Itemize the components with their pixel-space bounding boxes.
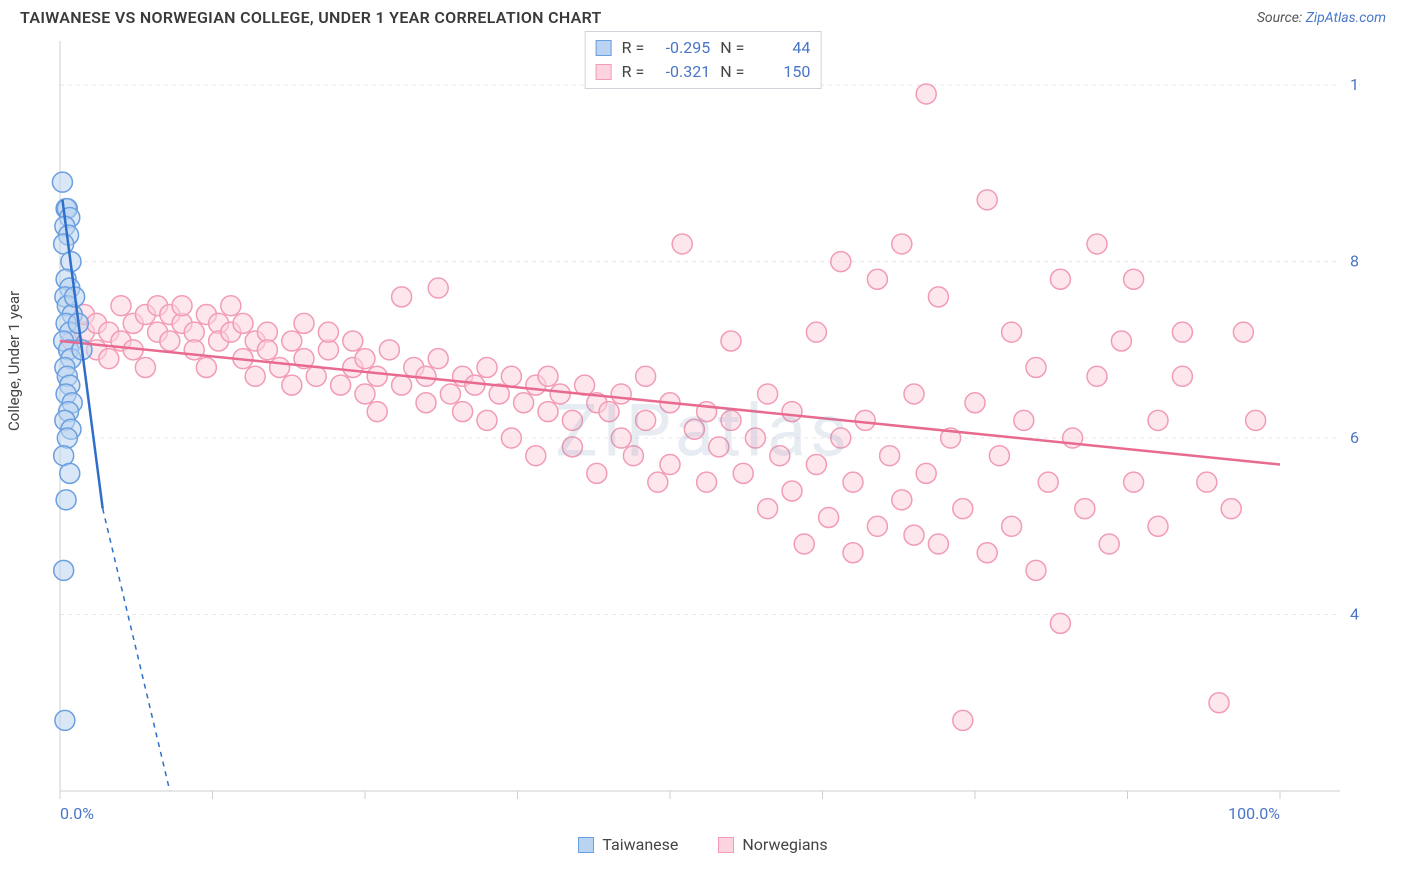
stats-legend-box: R = -0.295 N = 44 R = -0.321 N = 150 xyxy=(585,31,822,89)
swatch-norwegians-icon xyxy=(596,64,612,80)
n-value-taiwanese: 44 xyxy=(754,36,810,60)
svg-text:0.0%: 0.0% xyxy=(60,804,94,823)
r-value-norwegians: -0.321 xyxy=(654,60,710,84)
legend-item-taiwanese: Taiwanese xyxy=(578,835,678,854)
svg-text:40.0%: 40.0% xyxy=(1350,605,1360,624)
source-prefix: Source: xyxy=(1257,10,1306,26)
svg-text:60.0%: 60.0% xyxy=(1350,428,1360,447)
r-label: R = xyxy=(622,36,645,60)
stats-row-taiwanese: R = -0.295 N = 44 xyxy=(596,36,811,60)
legend-label-norwegians: Norwegians xyxy=(742,835,827,854)
legend-bottom: Taiwanese Norwegians xyxy=(0,835,1406,854)
legend-item-norwegians: Norwegians xyxy=(718,835,827,854)
scatter-plot: 40.0% 60.0% 80.0% 100.0% 0.0% 100.0% xyxy=(20,31,1360,831)
n-label: N = xyxy=(720,36,744,60)
n-label: N = xyxy=(720,60,744,84)
stats-row-norwegians: R = -0.321 N = 150 xyxy=(596,60,811,84)
legend-label-taiwanese: Taiwanese xyxy=(602,835,678,854)
swatch-norwegians-icon xyxy=(718,837,734,853)
chart-title: TAIWANESE VS NORWEGIAN COLLEGE, UNDER 1 … xyxy=(20,8,602,27)
svg-text:80.0%: 80.0% xyxy=(1350,252,1360,271)
r-value-taiwanese: -0.295 xyxy=(654,36,710,60)
n-value-norwegians: 150 xyxy=(754,60,810,84)
svg-text:100.0%: 100.0% xyxy=(1350,75,1360,94)
svg-text:100.0%: 100.0% xyxy=(1228,804,1280,823)
source-link[interactable]: ZipAtlas.com xyxy=(1306,10,1386,26)
r-label: R = xyxy=(622,60,645,84)
y-axis-label: College, Under 1 year xyxy=(5,291,23,431)
source-attribution: Source: ZipAtlas.com xyxy=(1257,10,1386,26)
chart-area: College, Under 1 year 40.0%60.0%80.0%100… xyxy=(20,31,1386,831)
swatch-taiwanese-icon xyxy=(578,837,594,853)
swatch-taiwanese-icon xyxy=(596,40,612,56)
